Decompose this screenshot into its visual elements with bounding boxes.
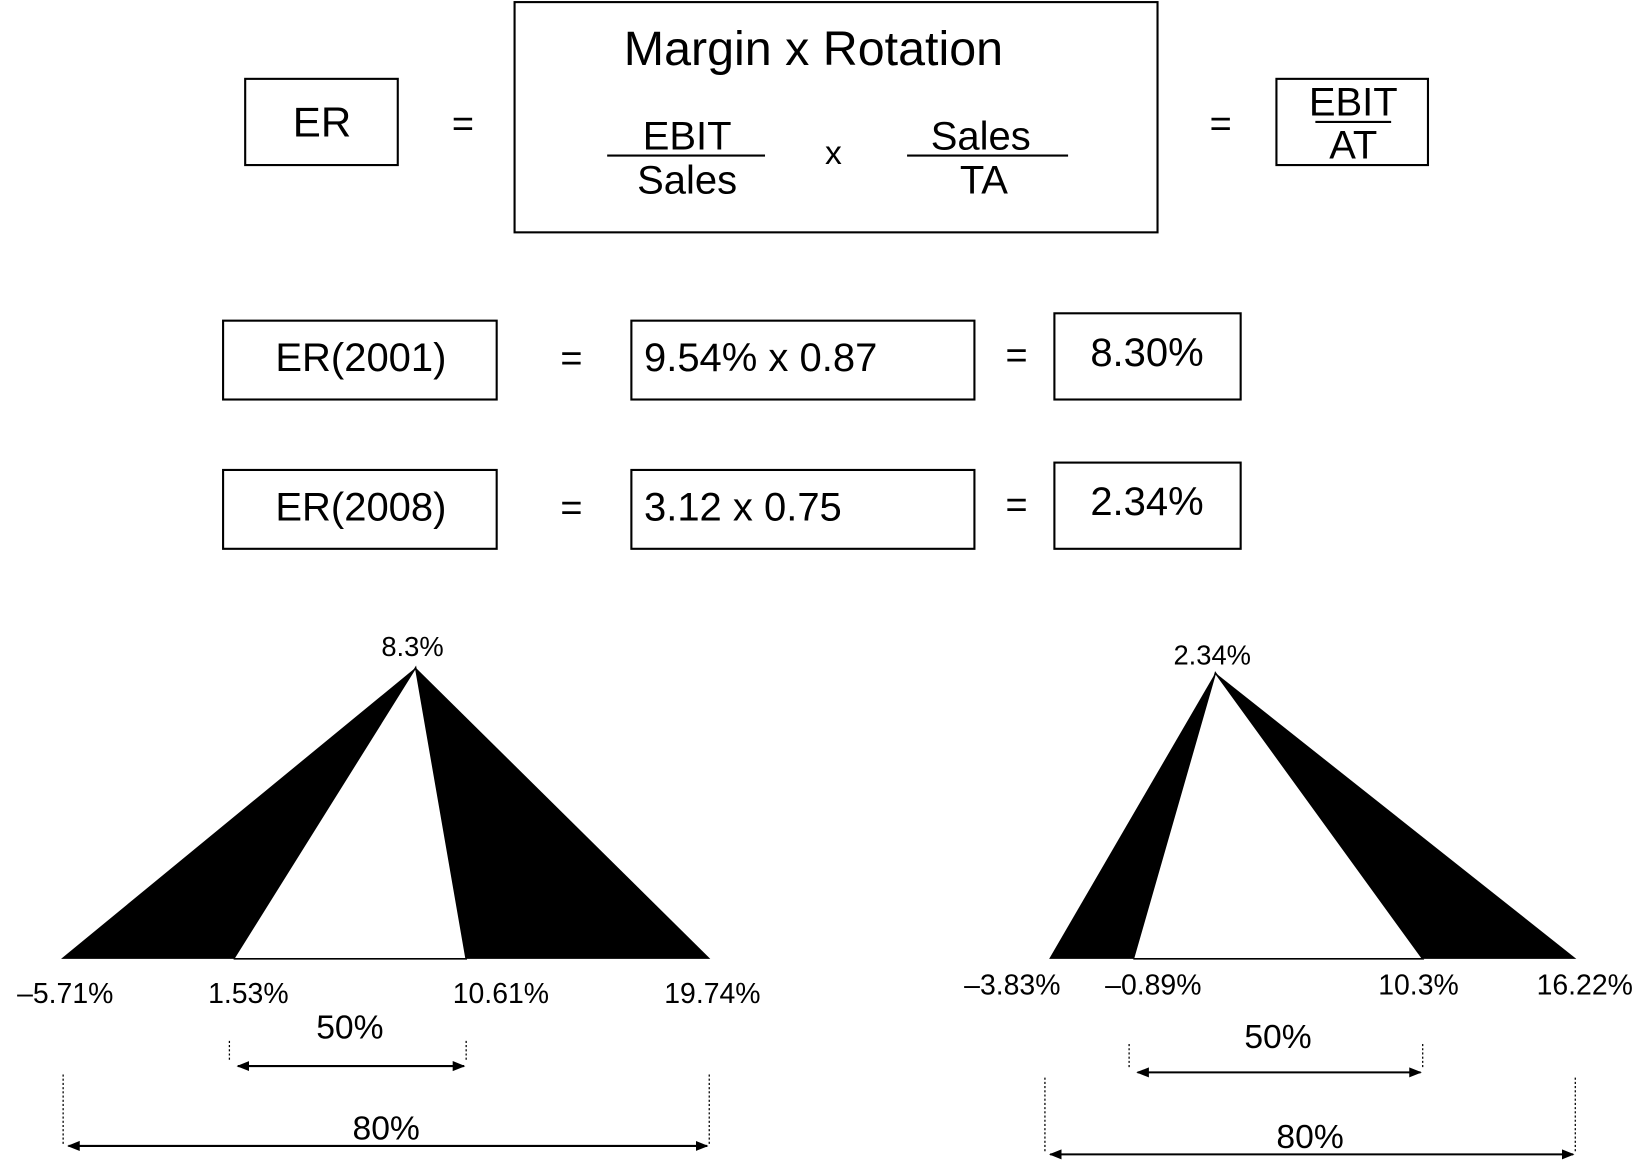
triangle-outline: [232, 665, 468, 960]
row-result: 8.30%: [1090, 331, 1203, 375]
base-label: –3.83%: [964, 970, 1060, 1002]
triangle-segment: [415, 667, 711, 959]
range-label: 80%: [353, 1111, 420, 1148]
range-label: 80%: [1276, 1119, 1343, 1156]
equals: =: [1005, 484, 1027, 526]
peak-label: 2.34%: [1173, 639, 1251, 670]
base-label: 10.61%: [453, 978, 549, 1010]
box: [1053, 461, 1242, 550]
range-label: 50%: [316, 1010, 383, 1047]
triangle-segment: [61, 667, 416, 959]
equals: =: [452, 104, 474, 146]
fraction-denominator: Sales: [637, 158, 737, 202]
row-label: ER(2001): [275, 336, 446, 380]
fraction-denominator: AT: [1329, 124, 1377, 168]
equals: =: [560, 338, 582, 380]
box: [513, 1, 1159, 234]
fraction-numerator: EBIT: [643, 114, 732, 158]
base-label: 16.22%: [1537, 970, 1633, 1002]
base-label: 10.3%: [1378, 970, 1459, 1002]
row-result: 2.34%: [1090, 480, 1203, 524]
times: x: [825, 135, 842, 172]
equals: =: [560, 487, 582, 529]
base-label: 19.74%: [664, 978, 760, 1010]
box: [222, 468, 498, 550]
box: [244, 77, 399, 167]
row-expression: 9.54% x 0.87: [644, 336, 877, 380]
triangle-outline: [1132, 671, 1425, 960]
base-label: –5.71%: [17, 978, 113, 1010]
row-expression: 3.12 x 0.75: [644, 485, 842, 529]
triangle-segment: [1049, 672, 1216, 959]
formula-title: Margin x Rotation: [624, 22, 1003, 76]
fraction-denominator: TA: [960, 158, 1008, 202]
triangle-segment: [1215, 672, 1577, 959]
box: [1053, 312, 1242, 401]
row-label: ER(2008): [275, 485, 446, 529]
triangles: 8.3% –5.71% 1.53% 10.61% 19.74% 50% 80% 2.34% –3…: [17, 631, 1633, 1160]
base-label: 1.53%: [208, 978, 289, 1010]
box: [630, 468, 976, 550]
base-label: –0.89%: [1105, 970, 1201, 1002]
fraction-numerator: Sales: [931, 114, 1031, 158]
equals: =: [1210, 104, 1232, 146]
rows: ER(2001) = 9.54% x 0.87 = 8.30% ER(2008) = 3.12…: [222, 312, 1242, 550]
formula-lhs: ER: [293, 99, 351, 146]
equals: =: [1005, 335, 1027, 377]
box: [630, 319, 976, 401]
box: [222, 319, 498, 401]
box: [1275, 77, 1430, 167]
fraction-numerator: EBIT: [1309, 81, 1398, 125]
range-label: 50%: [1244, 1019, 1311, 1056]
peak-label: 8.3%: [381, 631, 443, 662]
